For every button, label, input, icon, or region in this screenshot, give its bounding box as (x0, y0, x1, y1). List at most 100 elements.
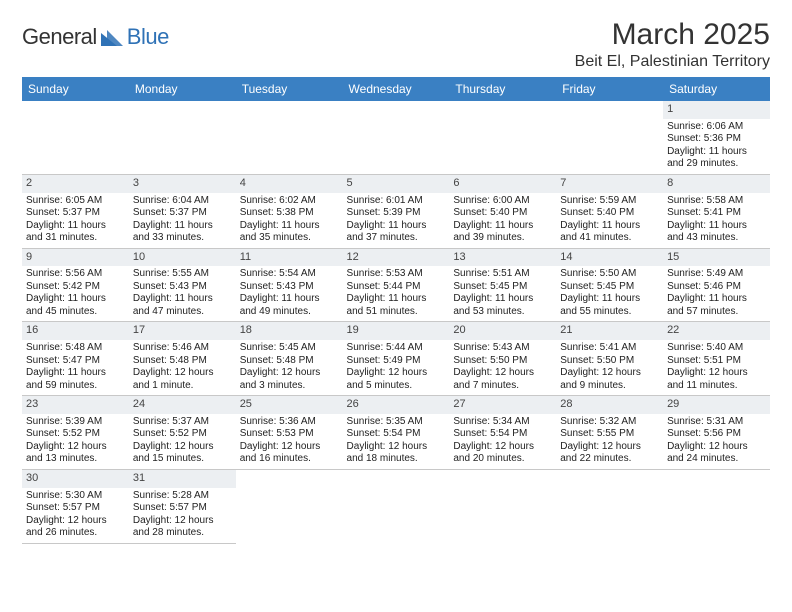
sunrise-text: Sunrise: 5:34 AM (453, 416, 552, 429)
sunrise-text: Sunrise: 6:00 AM (453, 195, 552, 208)
day-number: 5 (343, 175, 450, 193)
sunset-text: Sunset: 5:56 PM (667, 428, 766, 441)
day-number: 6 (449, 175, 556, 193)
daylight-text: Daylight: 12 hours and 7 minutes. (453, 367, 552, 392)
empty-cell (343, 469, 450, 543)
sunrise-text: Sunrise: 5:44 AM (347, 342, 446, 355)
day-number: 3 (129, 175, 236, 193)
day-cell: 28Sunrise: 5:32 AMSunset: 5:55 PMDayligh… (556, 396, 663, 470)
daylight-text: Daylight: 12 hours and 20 minutes. (453, 441, 552, 466)
sunrise-text: Sunrise: 6:02 AM (240, 195, 339, 208)
day-cell: 21Sunrise: 5:41 AMSunset: 5:50 PMDayligh… (556, 322, 663, 396)
daylight-text: Daylight: 12 hours and 28 minutes. (133, 515, 232, 540)
day-cell: 16Sunrise: 5:48 AMSunset: 5:47 PMDayligh… (22, 322, 129, 396)
day-number: 10 (129, 249, 236, 267)
day-cell: 9Sunrise: 5:56 AMSunset: 5:42 PMDaylight… (22, 248, 129, 322)
day-cell: 15Sunrise: 5:49 AMSunset: 5:46 PMDayligh… (663, 248, 770, 322)
sunset-text: Sunset: 5:45 PM (560, 281, 659, 294)
sunset-text: Sunset: 5:53 PM (240, 428, 339, 441)
day-cell: 13Sunrise: 5:51 AMSunset: 5:45 PMDayligh… (449, 248, 556, 322)
sunset-text: Sunset: 5:57 PM (133, 502, 232, 515)
empty-cell (236, 101, 343, 174)
empty-cell (343, 101, 450, 174)
day-number: 9 (22, 249, 129, 267)
sunset-text: Sunset: 5:49 PM (347, 355, 446, 368)
sunset-text: Sunset: 5:55 PM (560, 428, 659, 441)
sunrise-text: Sunrise: 5:51 AM (453, 268, 552, 281)
daylight-text: Daylight: 11 hours and 57 minutes. (667, 293, 766, 318)
brand-logo: General Blue (22, 24, 169, 50)
day-number: 19 (343, 322, 450, 340)
daylight-text: Daylight: 12 hours and 16 minutes. (240, 441, 339, 466)
daylight-text: Daylight: 12 hours and 5 minutes. (347, 367, 446, 392)
weekday-header-row: SundayMondayTuesdayWednesdayThursdayFrid… (22, 77, 770, 101)
day-number: 16 (22, 322, 129, 340)
sunrise-text: Sunrise: 6:06 AM (667, 121, 766, 134)
day-number: 28 (556, 396, 663, 414)
day-number: 11 (236, 249, 343, 267)
day-number: 17 (129, 322, 236, 340)
calendar-row: 23 Sunrise: 5:39 AM Sunset: 5:52 PM Dayligh… (22, 396, 770, 470)
sunrise-text: Sunrise: 5:54 AM (240, 268, 339, 281)
daylight-text: Daylight: 12 hours and 24 minutes. (667, 441, 766, 466)
day-number: 2 (22, 175, 129, 193)
sunset-text: Sunset: 5:50 PM (560, 355, 659, 368)
day-cell: 18Sunrise: 5:45 AMSunset: 5:48 PMDayligh… (236, 322, 343, 396)
day-cell: 4Sunrise: 6:02 AMSunset: 5:38 PMDaylight… (236, 174, 343, 248)
sunset-text: Sunset: 5:37 PM (133, 207, 232, 220)
day-number: 13 (449, 249, 556, 267)
sunrise-text: Sunrise: 5:59 AM (560, 195, 659, 208)
sunset-text: Sunset: 5:46 PM (667, 281, 766, 294)
brand-name-1: General (22, 24, 97, 50)
sunrise-text: Sunrise: 5:37 AM (133, 416, 232, 429)
sunrise-text: Sunrise: 5:28 AM (133, 490, 232, 503)
sunrise-text: Sunrise: 5:48 AM (26, 342, 125, 355)
day-cell: 31Sunrise: 5:28 AMSunset: 5:57 PMDayligh… (129, 469, 236, 543)
daylight-text: Daylight: 11 hours and 35 minutes. (240, 220, 339, 245)
day-cell: 10Sunrise: 5:55 AMSunset: 5:43 PMDayligh… (129, 248, 236, 322)
daylight-text: Daylight: 12 hours and 13 minutes. (26, 441, 125, 466)
sunrise-text: Sunrise: 5:39 AM (26, 416, 125, 429)
sunset-text: Sunset: 5:39 PM (347, 207, 446, 220)
day-cell: 11Sunrise: 5:54 AMSunset: 5:43 PMDayligh… (236, 248, 343, 322)
sunset-text: Sunset: 5:37 PM (26, 207, 125, 220)
sunrise-text: Sunrise: 5:32 AM (560, 416, 659, 429)
sunrise-text: Sunrise: 5:53 AM (347, 268, 446, 281)
daylight-text: Daylight: 11 hours and 37 minutes. (347, 220, 446, 245)
sunset-text: Sunset: 5:48 PM (133, 355, 232, 368)
calendar-row: 2Sunrise: 6:05 AMSunset: 5:37 PMDaylight… (22, 174, 770, 248)
sunrise-text: Sunrise: 5:56 AM (26, 268, 125, 281)
daylight-text: Daylight: 12 hours and 26 minutes. (26, 515, 125, 540)
daylight-text: Daylight: 11 hours and 49 minutes. (240, 293, 339, 318)
weekday-header: Sunday (22, 77, 129, 101)
day-cell: 12Sunrise: 5:53 AMSunset: 5:44 PMDayligh… (343, 248, 450, 322)
day-number: 27 (449, 396, 556, 414)
day-number: 1 (663, 101, 770, 119)
day-number: 24 (129, 396, 236, 414)
sunrise-text: Sunrise: 5:36 AM (240, 416, 339, 429)
day-number: 21 (556, 322, 663, 340)
day-cell: 24Sunrise: 5:37 AMSunset: 5:52 PMDayligh… (129, 396, 236, 470)
daylight-text: Daylight: 12 hours and 18 minutes. (347, 441, 446, 466)
daylight-text: Daylight: 11 hours and 53 minutes. (453, 293, 552, 318)
day-number: 15 (663, 249, 770, 267)
weekday-header: Saturday (663, 77, 770, 101)
sunrise-text: Sunrise: 5:50 AM (560, 268, 659, 281)
sunrise-text: Sunrise: 5:30 AM (26, 490, 125, 503)
sunset-text: Sunset: 5:52 PM (133, 428, 232, 441)
empty-cell (449, 101, 556, 174)
day-number: 23 (22, 396, 129, 414)
calendar-table: SundayMondayTuesdayWednesdayThursdayFrid… (22, 77, 770, 544)
sunrise-text: Sunrise: 5:49 AM (667, 268, 766, 281)
empty-cell (22, 101, 129, 174)
day-cell: 30Sunrise: 5:30 AMSunset: 5:57 PMDayligh… (22, 469, 129, 543)
sunset-text: Sunset: 5:40 PM (560, 207, 659, 220)
day-number: 30 (22, 470, 129, 488)
day-cell: 14Sunrise: 5:50 AMSunset: 5:45 PMDayligh… (556, 248, 663, 322)
sunset-text: Sunset: 5:42 PM (26, 281, 125, 294)
daylight-text: Daylight: 12 hours and 9 minutes. (560, 367, 659, 392)
day-number: 22 (663, 322, 770, 340)
sunrise-text: Sunrise: 6:01 AM (347, 195, 446, 208)
day-cell: 23Sunrise: 5:39 AMSunset: 5:52 PMDayligh… (22, 396, 129, 470)
sunset-text: Sunset: 5:38 PM (240, 207, 339, 220)
